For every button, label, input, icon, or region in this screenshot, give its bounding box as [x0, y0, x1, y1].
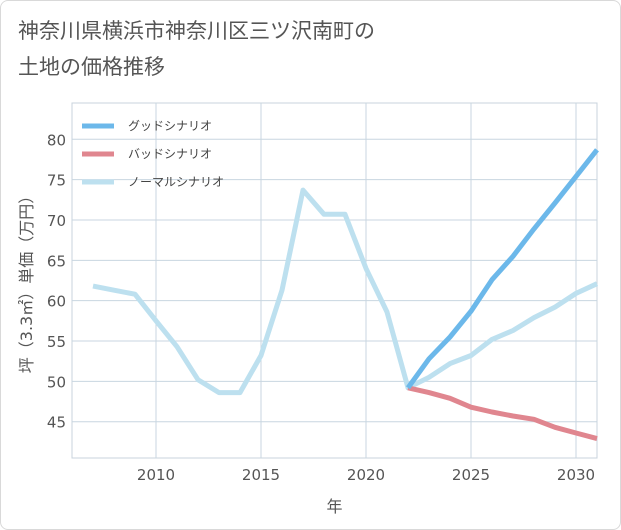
chart-title-line1: 神奈川県横浜市神奈川区三ツ沢南町の [18, 19, 375, 43]
y-tick-label: 50 [47, 373, 66, 391]
series-line-good [405, 148, 599, 390]
x-tick-label: 2025 [452, 466, 490, 484]
legend-label-good: グッドシナリオ [128, 119, 212, 133]
y-tick-label: 60 [47, 293, 66, 311]
x-tick-labels: 2010 2015 2020 2025 2030 [137, 466, 595, 484]
y-tick-label: 70 [47, 212, 66, 230]
grid [71, 102, 598, 459]
chart-title: 神奈川県横浜市神奈川区三ツ沢南町の 土地の価格推移 [18, 13, 375, 85]
x-tick-label: 2030 [557, 466, 595, 484]
y-tick-label: 80 [47, 131, 66, 149]
legend-label-bad: バッドシナリオ [128, 147, 212, 161]
series-line-normal [92, 187, 599, 396]
series-lines [92, 148, 599, 442]
x-tick-label: 2015 [242, 466, 280, 484]
y-tick-label: 65 [47, 252, 66, 270]
y-tick-labels: 45 50 55 60 65 70 75 80 [47, 131, 66, 431]
x-axis-label: 年 [326, 497, 342, 516]
y-axis-label: 坪（3.3㎡）単価（万円） [17, 188, 36, 373]
y-tick-label: 55 [47, 333, 66, 351]
x-tick-label: 2010 [137, 466, 175, 484]
y-tick-label: 45 [47, 414, 66, 432]
plot-area [71, 102, 598, 459]
y-tick-label: 75 [47, 172, 66, 190]
legend-label-normal: ノーマルシナリオ [128, 175, 224, 189]
series-line-bad [407, 385, 598, 442]
x-tick-label: 2020 [347, 466, 385, 484]
chart-title-line2: 土地の価格推移 [18, 55, 165, 79]
